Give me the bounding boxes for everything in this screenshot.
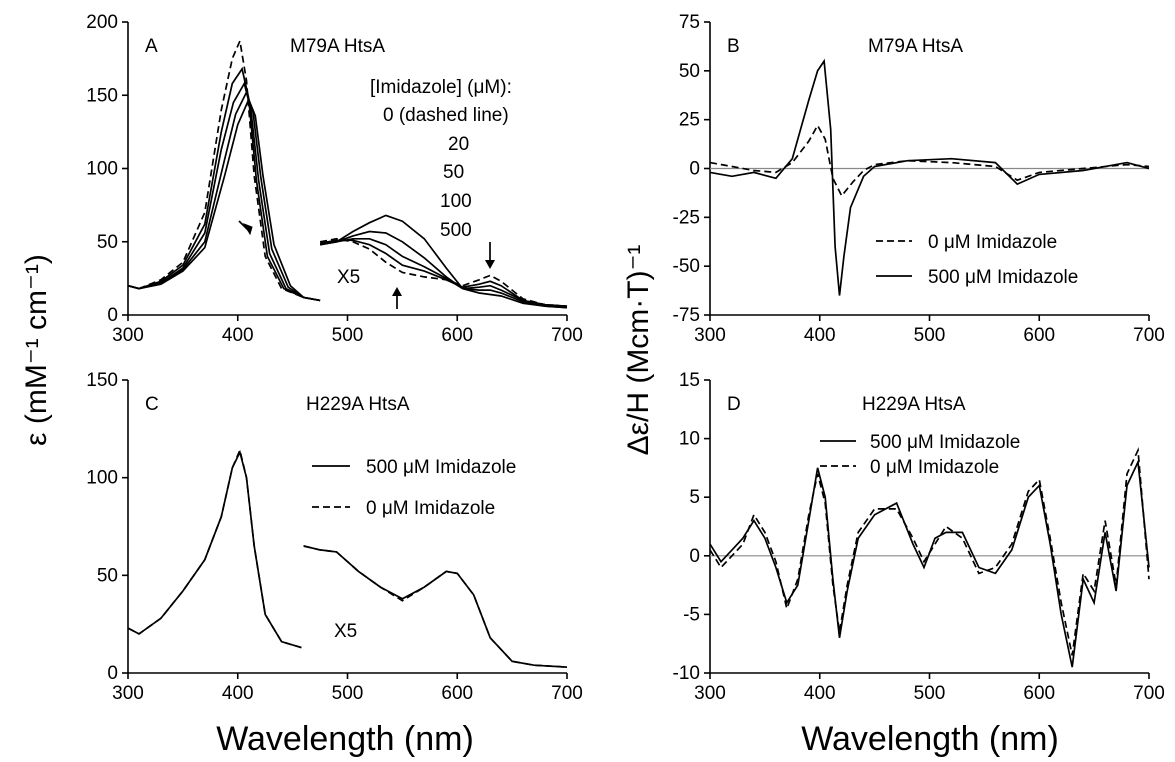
y-tick-label: 0 xyxy=(689,159,700,180)
y-tick-label: 50 xyxy=(97,565,118,586)
y-tick-label: 100 xyxy=(86,468,118,489)
y-tick-label: -75 xyxy=(673,305,700,326)
series-line xyxy=(127,447,302,649)
panel-title: M79A HtsA xyxy=(290,36,385,57)
x-tick-label: 500 xyxy=(914,683,946,704)
x-tick-label: 400 xyxy=(804,325,836,346)
legend-item: 0 (dashed line) xyxy=(383,105,509,126)
series-line xyxy=(127,90,321,302)
legend-item: 0 μM Imidazole xyxy=(870,457,999,478)
y-tick-label: 0 xyxy=(107,305,118,326)
scale-annotation: X5 xyxy=(334,621,357,642)
legend-item: 20 xyxy=(448,134,469,155)
x-tick-label: 400 xyxy=(222,325,254,346)
series-line xyxy=(319,237,568,308)
y-label-left: ε (mM⁻¹ cm⁻¹) xyxy=(20,254,53,446)
y-tick-label: 0 xyxy=(107,663,118,684)
x-tick-label: 300 xyxy=(694,683,726,704)
legend-item: 500 μM Imidazole xyxy=(870,432,1020,453)
x-tick-label: 400 xyxy=(804,683,836,704)
y-tick-label: -10 xyxy=(673,663,700,684)
y-tick-label: 100 xyxy=(86,159,118,180)
x-tick-label: 400 xyxy=(222,683,254,704)
panel-title: H229A HtsA xyxy=(306,394,410,415)
x-tick-label: 500 xyxy=(332,325,364,346)
legend-item: 50 xyxy=(443,162,464,183)
panel-letter: A xyxy=(145,36,158,57)
legend-title: [Imidazole] (μM): xyxy=(370,77,512,98)
arrow-soret-head xyxy=(242,223,253,236)
panel-letter: B xyxy=(727,36,740,57)
y-label-right: Δε/H (Mcm·T)⁻¹ xyxy=(622,245,655,456)
legend-item: 500 xyxy=(440,220,472,241)
y-tick-label: 200 xyxy=(86,12,118,33)
series-line xyxy=(127,66,321,302)
panel-c: 300 400 500 600 700 0 50 100 150 C H229A HtsA 500 μ… xyxy=(86,370,583,704)
x-tick-label: 600 xyxy=(441,325,473,346)
series-line xyxy=(303,545,568,668)
legend-item: 0 μM Imidazole xyxy=(928,232,1057,253)
series-line xyxy=(319,239,568,308)
x-tick-label: 700 xyxy=(1133,683,1165,704)
y-tick-label: 0 xyxy=(689,546,700,567)
scale-annotation: X5 xyxy=(337,267,360,288)
y-tick-label: 50 xyxy=(679,61,700,82)
legend-item: 0 μM Imidazole xyxy=(366,498,495,519)
series-line xyxy=(303,545,568,668)
series-line xyxy=(127,38,321,302)
x-tick-label: 300 xyxy=(112,325,144,346)
arrow-up-head xyxy=(392,287,402,296)
y-tick-label: 10 xyxy=(679,429,700,450)
x-tick-label: 700 xyxy=(551,683,583,704)
x-tick-label: 500 xyxy=(332,683,364,704)
y-tick-label: 25 xyxy=(679,110,700,131)
arrow-down-head xyxy=(485,260,495,269)
y-tick-label: -50 xyxy=(673,256,700,277)
x-tick-label: 300 xyxy=(694,325,726,346)
x-tick-label: 700 xyxy=(1133,325,1165,346)
series-line xyxy=(709,458,1150,668)
panel-letter: C xyxy=(145,394,159,415)
panel-d: 300 400 500 600 700 -10 -5 0 5 10 15 D H229A HtsA 500… xyxy=(673,370,1165,704)
series-line xyxy=(319,214,568,309)
series-line xyxy=(319,230,568,309)
x-tick-label: 300 xyxy=(112,683,144,704)
x-tick-label: 600 xyxy=(1023,683,1055,704)
legend-item: 100 xyxy=(440,191,472,212)
series-line xyxy=(127,449,302,649)
y-tick-label: 150 xyxy=(86,370,118,391)
y-tick-label: -5 xyxy=(683,604,700,625)
y-tick-label: 150 xyxy=(86,85,118,106)
legend-item: 500 μM Imidazole xyxy=(928,267,1078,288)
x-tick-label: 600 xyxy=(441,683,473,704)
series-line xyxy=(709,447,1150,656)
series-line xyxy=(127,97,321,302)
x-label-right: Wavelength (nm) xyxy=(801,720,1059,758)
series-line xyxy=(709,123,1150,198)
panel-title: M79A HtsA xyxy=(868,36,963,57)
y-tick-label: 75 xyxy=(679,12,700,33)
x-tick-label: 700 xyxy=(551,325,583,346)
x-label-left: Wavelength (nm) xyxy=(216,720,474,758)
panel-a: 300 400 500 600 700 0 50 100 150 200 A M79A HtsA [Im… xyxy=(86,12,583,346)
y-tick-label: 5 xyxy=(689,487,700,508)
x-tick-label: 500 xyxy=(914,325,946,346)
y-tick-label: 15 xyxy=(679,370,700,391)
panel-title: H229A HtsA xyxy=(862,394,966,415)
legend-item: 500 μM Imidazole xyxy=(366,457,516,478)
panel-letter: D xyxy=(727,394,741,415)
y-tick-label: -25 xyxy=(673,207,700,228)
y-tick-label: 50 xyxy=(97,232,118,253)
series-line xyxy=(709,58,1150,296)
x-tick-label: 600 xyxy=(1023,325,1055,346)
panel-b: 300 400 500 600 700 -75 -50 -25 0 25 50 75 B M79A Hts… xyxy=(673,12,1165,346)
